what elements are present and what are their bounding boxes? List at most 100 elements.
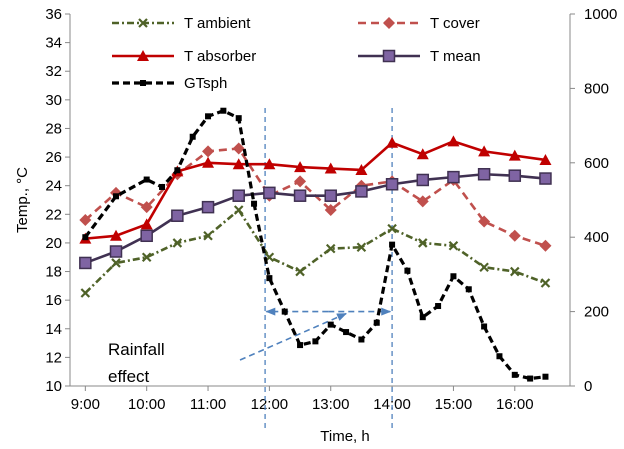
data-point [356, 242, 367, 252]
y-tick-label: 10 [45, 378, 62, 395]
data-point [159, 183, 166, 190]
marker-stroke [387, 223, 397, 234]
data-point [232, 189, 245, 202]
data-point [293, 189, 307, 202]
data-point [417, 238, 428, 248]
marker-stroke [510, 266, 520, 277]
y2-tick-label: 200 [584, 304, 609, 321]
annotation-layer [239, 108, 393, 432]
data-point [266, 275, 273, 282]
marker-stroke [295, 266, 305, 277]
marker-stroke [203, 230, 213, 241]
data-point [478, 215, 491, 228]
data-point [511, 371, 518, 378]
data-point [109, 245, 123, 258]
y2-tick-label: 400 [584, 229, 609, 246]
data-point [297, 342, 304, 349]
x-tick-label: 15:00 [435, 396, 473, 413]
data-point [386, 136, 399, 148]
data-point [263, 186, 276, 200]
data-point [358, 336, 365, 343]
data-point [539, 239, 552, 252]
data-point [141, 252, 152, 263]
legend-item: T ambient [112, 15, 251, 32]
series-t-ambient [80, 205, 551, 298]
data-point [203, 230, 213, 241]
marker-stroke [80, 288, 91, 298]
series-line [85, 140, 546, 240]
x-tick-label: 13:00 [312, 396, 350, 413]
data-point [111, 258, 121, 268]
data-point [281, 308, 288, 315]
data-point [435, 303, 442, 310]
legend-swatch-marker [138, 18, 148, 28]
legend-item: GTsph [112, 75, 227, 92]
data-point [232, 158, 245, 170]
y2-tick-label: 0 [584, 378, 592, 395]
x-tick-label: 12:00 [251, 396, 289, 413]
data-point [510, 266, 520, 277]
data-point [465, 286, 472, 293]
legend-item: T absorber [112, 48, 256, 65]
data-point [232, 142, 245, 155]
series-layer [79, 107, 552, 382]
data-point [448, 241, 459, 251]
data-point [416, 148, 429, 160]
data-point [385, 178, 399, 191]
y2-tick-label: 800 [584, 80, 609, 97]
data-point [82, 234, 89, 241]
legend-label: T cover [430, 15, 480, 32]
y-tick-label: 32 [45, 63, 62, 80]
y-tick-label: 28 [45, 120, 62, 137]
marker-stroke [141, 252, 152, 263]
y2-tick-label: 600 [584, 155, 609, 172]
series-line [84, 172, 546, 265]
data-point [140, 229, 153, 243]
data-point [355, 185, 368, 198]
y-axis-title: Temp., °C [14, 167, 31, 233]
data-point [110, 229, 123, 241]
data-point [294, 161, 307, 173]
data-point [233, 205, 244, 215]
marker-stroke [417, 238, 428, 248]
data-point [189, 133, 196, 140]
y-tick-label: 26 [45, 149, 62, 166]
y-tick-label: 36 [45, 6, 62, 23]
data-point [295, 266, 305, 277]
legend-label: T ambient [184, 15, 251, 32]
data-point [481, 323, 488, 330]
data-point [80, 288, 91, 298]
data-point [508, 149, 521, 161]
y-tick-label: 24 [45, 178, 62, 195]
data-point [343, 329, 350, 336]
data-point [251, 200, 258, 207]
data-point [79, 214, 92, 227]
y-tick-label: 22 [45, 206, 62, 223]
data-point [79, 256, 92, 270]
data-point [172, 238, 183, 248]
data-point [140, 201, 153, 214]
legend-item: T cover [358, 15, 480, 32]
data-point [324, 189, 337, 202]
x-tick-label: 16:00 [496, 396, 534, 413]
data-point [540, 278, 551, 288]
data-point [355, 163, 368, 175]
y-tick-label: 30 [45, 92, 62, 109]
data-point [201, 200, 215, 214]
rainfall-note-line1: Rainfall [108, 340, 165, 359]
legend-swatch-marker [140, 80, 146, 86]
marker-stroke [448, 241, 459, 251]
legend-label: T absorber [184, 48, 256, 65]
legend-swatch-marker [382, 49, 396, 63]
data-point [171, 209, 184, 222]
legend-item: T mean [358, 48, 481, 65]
y-tick-label: 34 [45, 35, 62, 52]
data-point [205, 113, 212, 120]
data-point [539, 172, 552, 185]
marker-stroke [111, 258, 121, 268]
y-tick-label: 20 [45, 235, 62, 252]
data-point [508, 229, 521, 242]
x-tick-label: 14:00 [373, 396, 411, 413]
data-point [416, 173, 430, 187]
